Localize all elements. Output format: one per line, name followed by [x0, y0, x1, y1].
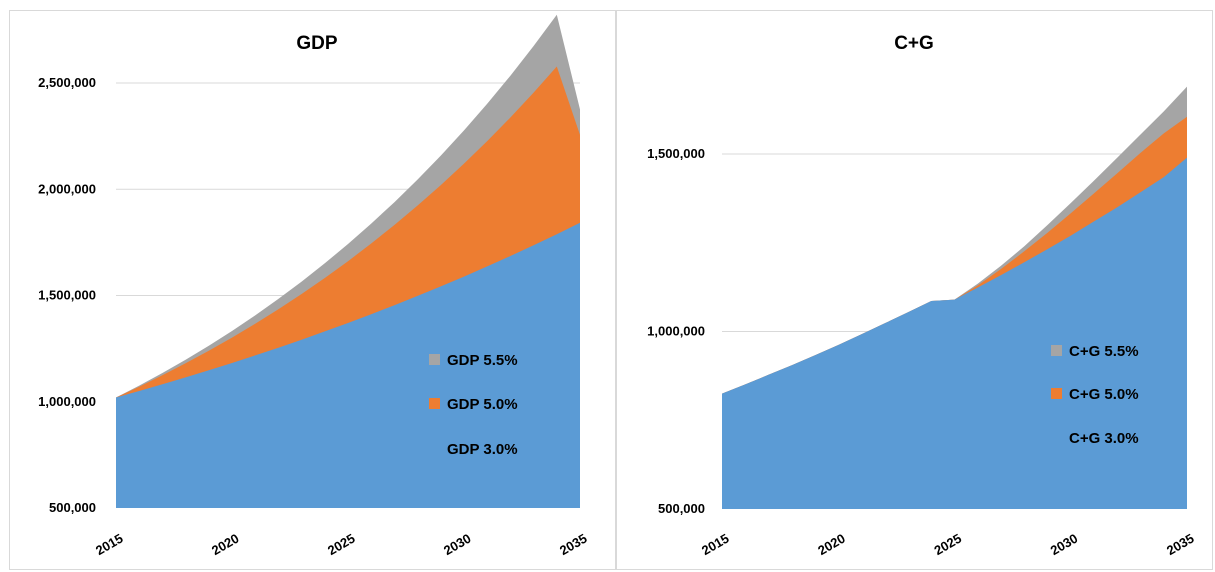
- cg-legend-label: C+G 3.0%: [1069, 430, 1139, 447]
- cg-legend-key: [1051, 388, 1062, 399]
- gdp-x-tick-label: 2025: [325, 531, 358, 558]
- cg-legend-label: C+G 5.5%: [1069, 343, 1139, 360]
- gdp-area-chart: GDP 500,000 1,000,000 1,500,000 2,000,000 2,5…: [38, 14, 590, 558]
- cg-x-tick-label: 2030: [1048, 531, 1081, 558]
- gdp-legend-key: [429, 443, 440, 454]
- gdp-legend-label: GDP 5.0%: [447, 396, 518, 413]
- cg-x-tick-label: 2035: [1164, 531, 1197, 558]
- gdp-x-tick-label: 2015: [93, 531, 126, 558]
- gdp-legend-label: GDP 3.0%: [447, 441, 518, 458]
- cg-x-tick-label: 2015: [699, 531, 732, 558]
- gdp-x-tick-label: 2030: [441, 531, 474, 558]
- gdp-y-tick-label: 1,500,000: [38, 288, 96, 303]
- cg-chart-title: C+G: [894, 33, 934, 54]
- cg-legend-key: [1051, 432, 1062, 443]
- gdp-legend-label: GDP 5.5%: [447, 352, 518, 369]
- cg-legend-label: C+G 5.0%: [1069, 386, 1139, 403]
- gdp-y-tick-label: 2,500,000: [38, 75, 96, 90]
- cg-y-tick-label: 1,500,000: [647, 146, 705, 161]
- gdp-y-tick-label: 2,000,000: [38, 181, 96, 196]
- gdp-y-tick-label: 1,000,000: [38, 394, 96, 409]
- cg-y-tick-label: 1,000,000: [647, 324, 705, 339]
- cg-area-c-g-3-0-: [722, 157, 1187, 509]
- gdp-x-tick-label: 2035: [557, 531, 590, 558]
- cg-area-chart: C+G 500,000 1,000,000 1,500,000 2015 2020 2025…: [647, 33, 1197, 558]
- gdp-y-tick-label: 500,000: [49, 500, 96, 515]
- cg-x-tick-label: 2025: [931, 531, 964, 558]
- gdp-legend-key: [429, 398, 440, 409]
- gdp-x-tick-label: 2020: [209, 531, 242, 558]
- gdp-legend-key: [429, 354, 440, 365]
- cg-chart-panel: C+G 500,000 1,000,000 1,500,000 2015 2020 2025…: [616, 10, 1213, 570]
- gdp-chart-title: GDP: [296, 33, 338, 54]
- cg-y-tick-label: 500,000: [658, 501, 705, 516]
- gdp-chart-panel: GDP 500,000 1,000,000 1,500,000 2,000,000 2,5…: [9, 10, 616, 570]
- cg-x-tick-label: 2020: [815, 531, 848, 558]
- gdp-area-gdp-3-0-: [116, 222, 580, 509]
- cg-legend-key: [1051, 345, 1062, 356]
